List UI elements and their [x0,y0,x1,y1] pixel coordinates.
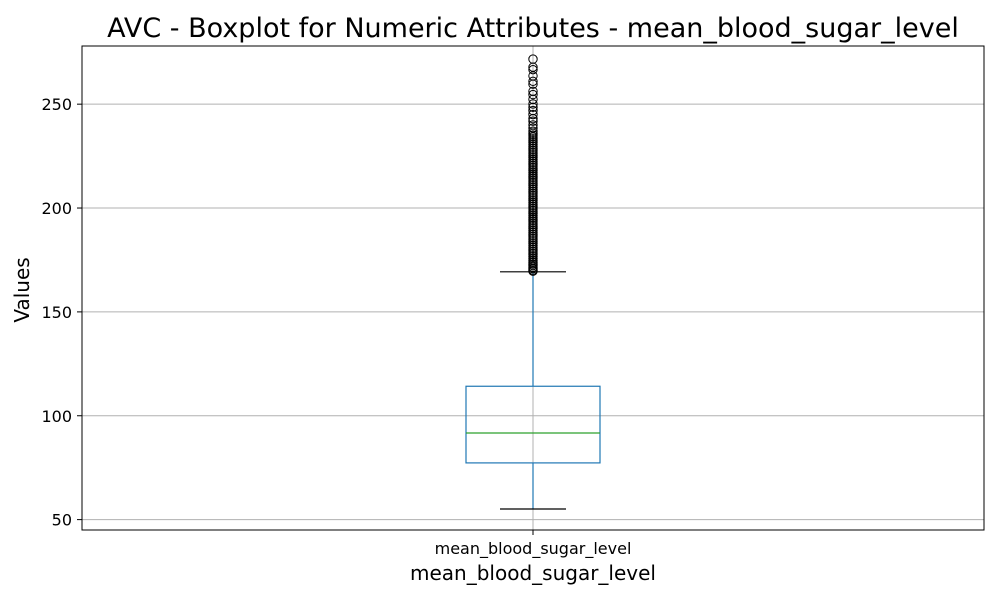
y-tick-label: 200 [41,199,72,218]
y-tick-label: 150 [41,303,72,322]
outlier-point [528,102,538,112]
y-tick-label: 100 [41,407,72,426]
outlier-point [528,123,538,133]
y-axis-label: Values [10,257,34,322]
axis-ticks: 50 100 150 200 250 mean_blood_sugar_level [41,95,631,559]
iqr-box [465,385,601,464]
outlier-point [528,99,538,109]
outlier-point [528,116,538,126]
outlier-point [528,126,538,136]
outlier-point [528,105,538,116]
outlier-point [528,54,538,64]
outlier-point [528,86,538,96]
outlier-point [528,64,538,75]
chart-title: AVC - Boxplot for Numeric Attributes - m… [107,13,959,44]
x-axis-label: mean_blood_sugar_level [410,561,656,585]
outlier-point [528,89,538,100]
outlier-point [528,120,538,130]
y-tick-label: 250 [41,95,72,114]
x-tick-label: mean_blood_sugar_level [435,539,632,559]
outlier-point [528,109,538,120]
y-tick-label: 50 [52,511,72,530]
outlier-point [528,76,538,87]
plot-area [465,54,601,510]
